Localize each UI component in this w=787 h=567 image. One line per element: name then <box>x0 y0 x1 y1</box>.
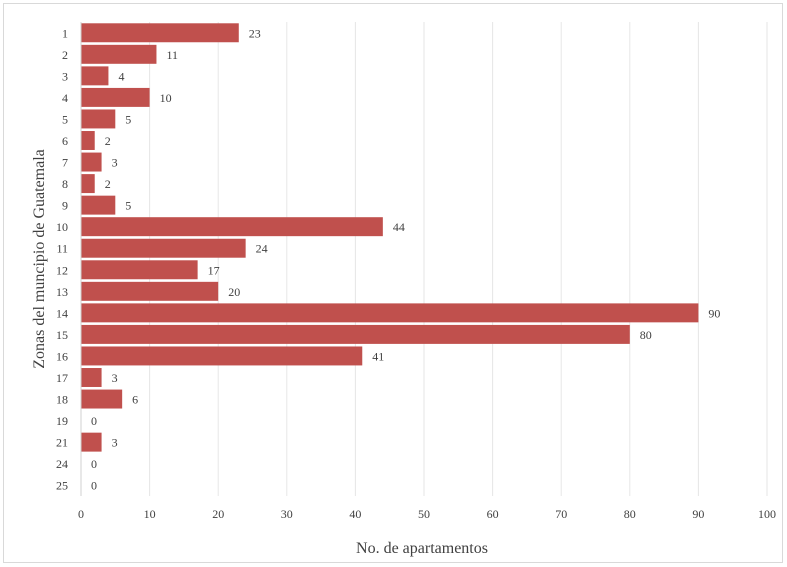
bar-zona-16 <box>81 346 363 366</box>
bar-zona-14 <box>81 303 699 323</box>
x-tick-40: 40 <box>349 507 361 521</box>
y-tick-zona-6: 6 <box>62 134 68 148</box>
y-tick-zona-21: 21 <box>56 436 68 450</box>
y-tick-zona-24: 24 <box>56 457 68 471</box>
bar-zona-10 <box>81 217 383 237</box>
data-label-zona-11: 24 <box>256 242 268 256</box>
x-tick-80: 80 <box>624 507 636 521</box>
y-tick-zona-14: 14 <box>56 306 68 320</box>
x-tick-10: 10 <box>144 507 156 521</box>
y-tick-zona-13: 13 <box>56 285 68 299</box>
y-tick-zona-8: 8 <box>62 177 68 191</box>
data-label-zona-7: 3 <box>112 156 118 170</box>
x-tick-90: 90 <box>692 507 704 521</box>
data-label-zona-21: 3 <box>112 436 118 450</box>
y-tick-zona-10: 10 <box>56 220 68 234</box>
data-label-zona-18: 6 <box>132 393 138 407</box>
data-label-zona-9: 5 <box>125 199 131 213</box>
y-axis-title: Zonas del muncipio de Guatemala <box>31 149 48 368</box>
y-tick-zona-2: 2 <box>62 48 68 62</box>
x-tick-50: 50 <box>418 507 430 521</box>
x-tick-30: 30 <box>281 507 293 521</box>
data-label-zona-12: 17 <box>208 263 220 277</box>
data-label-zona-8: 2 <box>105 177 111 191</box>
x-tick-70: 70 <box>555 507 567 521</box>
bar-zona-9 <box>81 195 116 215</box>
y-tick-zona-11: 11 <box>56 242 68 256</box>
x-tick-labels: 0 10 20 30 40 50 60 70 80 90 100 <box>78 507 776 521</box>
x-tick-100: 100 <box>758 507 776 521</box>
bar-zona-2 <box>81 44 157 64</box>
y-tick-zona-4: 4 <box>62 91 68 105</box>
bar-zona-5 <box>81 109 116 129</box>
y-tick-zona-12: 12 <box>56 263 68 277</box>
y-tick-zona-16: 16 <box>56 349 68 363</box>
y-tick-zona-19: 19 <box>56 414 68 428</box>
x-axis-title: No. de apartamentos <box>356 540 488 557</box>
x-tick-0: 0 <box>78 507 84 521</box>
bar-zona-12 <box>81 260 198 280</box>
bars <box>81 23 699 452</box>
bar-zona-6 <box>81 131 95 150</box>
bar-zona-15 <box>81 324 630 344</box>
data-label-zona-24: 0 <box>91 457 97 471</box>
data-label-zona-13: 20 <box>228 285 240 299</box>
bar-zona-13 <box>81 281 219 301</box>
y-tick-zona-18: 18 <box>56 393 68 407</box>
y-tick-zona-9: 9 <box>62 199 68 213</box>
data-label-zona-17: 3 <box>112 371 118 385</box>
data-label-zona-5: 5 <box>125 112 131 126</box>
bar-zona-17 <box>81 368 102 387</box>
bar-zona-18 <box>81 389 123 409</box>
y-tick-zona-7: 7 <box>62 156 68 170</box>
bar-zona-21 <box>81 432 102 452</box>
bar-zona-3 <box>81 66 109 86</box>
y-tick-zona-1: 1 <box>62 26 68 40</box>
data-label-zona-19: 0 <box>91 414 97 428</box>
bar-zona-4 <box>81 87 150 107</box>
bar-zona-1 <box>81 23 239 43</box>
bar-zona-11 <box>81 238 246 258</box>
data-label-zona-16: 41 <box>372 349 384 363</box>
data-label-zona-10: 44 <box>393 220 405 234</box>
data-label-zona-1: 23 <box>249 26 261 40</box>
data-label-zona-14: 90 <box>708 306 720 320</box>
data-label-zona-15: 80 <box>640 328 652 342</box>
data-label-zona-3: 4 <box>118 69 124 83</box>
x-tick-20: 20 <box>212 507 224 521</box>
x-tick-60: 60 <box>487 507 499 521</box>
data-label-zona-6: 2 <box>105 134 111 148</box>
data-label-zona-4: 10 <box>160 91 172 105</box>
gridlines <box>149 22 768 496</box>
data-label-zona-2: 11 <box>166 48 178 62</box>
data-label-zona-25: 0 <box>91 479 97 493</box>
y-tick-zona-5: 5 <box>62 112 68 126</box>
bar-zona-7 <box>81 152 102 172</box>
y-tick-zona-25: 25 <box>56 479 68 493</box>
y-tick-zona-3: 3 <box>62 69 68 83</box>
y-tick-zona-15: 15 <box>56 328 68 342</box>
bar-zona-8 <box>81 174 95 194</box>
y-tick-zona-17: 17 <box>56 371 68 385</box>
